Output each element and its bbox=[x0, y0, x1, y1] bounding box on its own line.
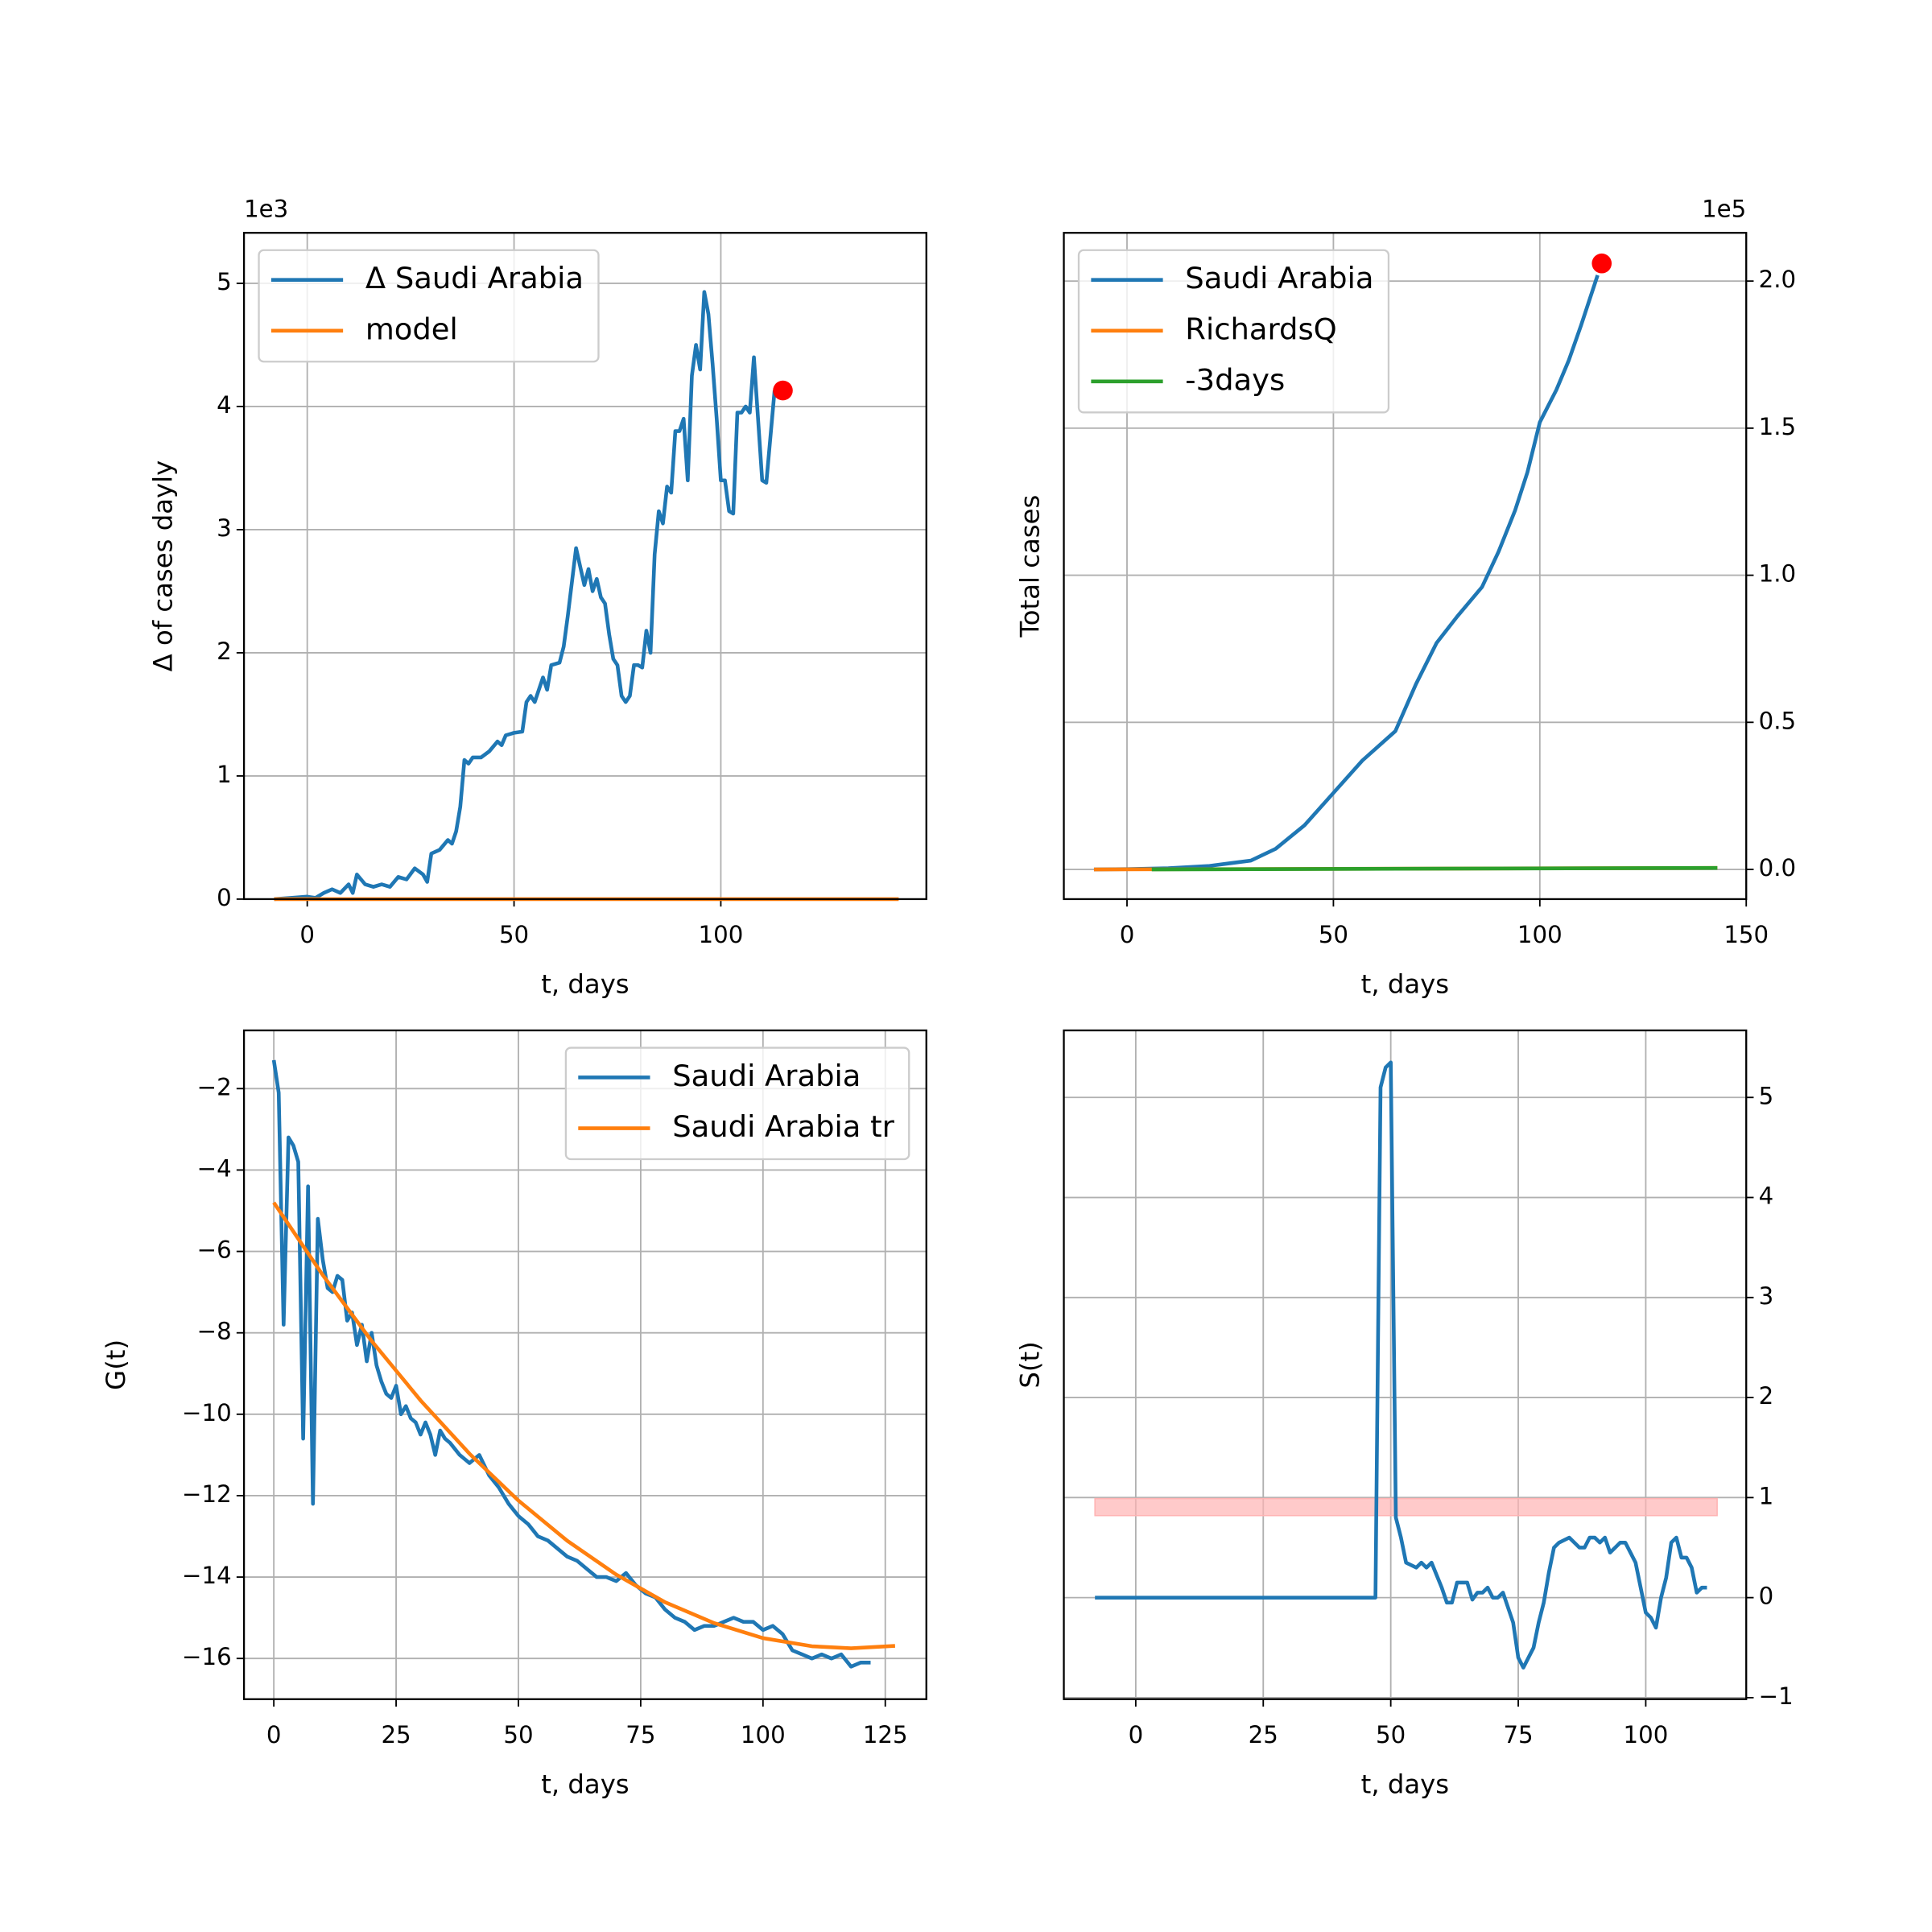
legend-label: model bbox=[365, 312, 458, 346]
marker bbox=[1591, 253, 1612, 274]
data-line bbox=[1095, 1060, 1707, 1670]
x-tick-label: 50 bbox=[1376, 1721, 1406, 1748]
y-tick-label: 4 bbox=[1759, 1183, 1774, 1210]
y-tick-label: −12 bbox=[182, 1480, 232, 1508]
x-tick-label: 75 bbox=[1503, 1721, 1533, 1748]
y-tick-label: −14 bbox=[182, 1562, 232, 1589]
y-tick-label: 2 bbox=[1759, 1382, 1774, 1410]
y-tick-label: 0.0 bbox=[1759, 854, 1796, 881]
y-tick-label: −8 bbox=[197, 1318, 232, 1345]
panel: 0 50 100 0 1 2 3 4 5 t, days Δ of cases dayly 1e3 Δ … bbox=[148, 196, 927, 1000]
panel: 0 50 100 150 0.0 0.5 1.0 1.5 2.0 t, days Total cas… bbox=[1015, 196, 1797, 1000]
x-axis-label: t, days bbox=[1361, 1769, 1449, 1799]
y-axis-label: Δ of cases dayly bbox=[148, 460, 179, 672]
y-tick-label: 0.5 bbox=[1759, 707, 1796, 734]
legend-box bbox=[258, 249, 600, 363]
x-tick-label: 100 bbox=[1624, 1721, 1669, 1748]
x-tick-label: 125 bbox=[863, 1721, 908, 1748]
offset-text: 1e3 bbox=[244, 196, 288, 223]
axes-frame bbox=[1063, 232, 1748, 901]
y-tick-label: −6 bbox=[197, 1236, 232, 1264]
x-tick-label: 100 bbox=[741, 1721, 786, 1748]
legend-label: -3days bbox=[1185, 362, 1285, 397]
legend: Saudi Arabia Saudi Arabia tr bbox=[564, 1046, 910, 1161]
legend-box bbox=[1077, 249, 1390, 414]
legend-label: Saudi Arabia bbox=[672, 1059, 861, 1093]
legend-label: Saudi Arabia bbox=[1185, 261, 1373, 295]
offset-text: 1e5 bbox=[1702, 196, 1746, 223]
y-tick-label: 5 bbox=[217, 268, 232, 295]
y-tick-label: 1 bbox=[217, 761, 232, 788]
data-line bbox=[272, 1201, 896, 1650]
axes-frame bbox=[242, 232, 927, 901]
x-tick-label: 25 bbox=[381, 1721, 411, 1748]
y-tick-label: 4 bbox=[217, 391, 232, 419]
data-line bbox=[271, 1059, 871, 1669]
panel: 0 25 50 75 100 125 −2 −4 −6 −8 −10 −12 −14 −16 t, days… bbox=[101, 1029, 927, 1799]
x-tick-label: 0 bbox=[266, 1721, 282, 1748]
data-line bbox=[1151, 865, 1718, 872]
x-tick-label: 75 bbox=[625, 1721, 655, 1748]
legend-label: Δ Saudi Arabia bbox=[365, 261, 584, 295]
y-tick-label: 5 bbox=[1759, 1082, 1774, 1109]
x-tick-label: 100 bbox=[699, 921, 744, 948]
y-tick-label: 1.0 bbox=[1759, 560, 1796, 588]
legend: Δ Saudi Arabia model bbox=[258, 249, 600, 363]
data-line bbox=[1093, 275, 1600, 872]
axes-frame bbox=[1063, 1029, 1748, 1700]
x-tick-label: 50 bbox=[499, 921, 529, 948]
x-tick-label: 0 bbox=[1129, 1721, 1144, 1748]
y-tick-label: 1.5 bbox=[1759, 413, 1796, 440]
x-axis-label: t, days bbox=[541, 1769, 629, 1799]
y-tick-label: −4 bbox=[197, 1154, 232, 1182]
x-tick-label: 0 bbox=[1120, 921, 1135, 948]
y-axis-label: G(t) bbox=[101, 1340, 131, 1390]
y-tick-label: −10 bbox=[182, 1399, 232, 1426]
x-tick-label: 50 bbox=[503, 1721, 533, 1748]
y-axis-label: S(t) bbox=[1015, 1341, 1046, 1388]
x-tick-label: 25 bbox=[1249, 1721, 1278, 1748]
y-tick-label: −2 bbox=[197, 1073, 232, 1100]
y-tick-label: 1 bbox=[1759, 1482, 1774, 1509]
y-tick-label: 0 bbox=[217, 884, 232, 911]
y-tick-label: 2 bbox=[217, 638, 232, 665]
panel: 0 25 50 75 100 −1 0 1 2 3 4 5 t, days S(t) bbox=[1015, 1029, 1794, 1799]
marker bbox=[773, 380, 793, 401]
legend: Saudi Arabia RichardsQ -3days bbox=[1077, 249, 1390, 414]
y-tick-label: 2.0 bbox=[1759, 266, 1796, 293]
legend-box bbox=[564, 1046, 910, 1161]
y-tick-label: 3 bbox=[217, 514, 232, 542]
y-tick-label: 3 bbox=[1759, 1282, 1774, 1310]
band bbox=[1094, 1497, 1718, 1517]
x-tick-label: 150 bbox=[1724, 921, 1769, 948]
x-tick-label: 0 bbox=[299, 921, 315, 948]
x-tick-label: 50 bbox=[1319, 921, 1348, 948]
x-axis-label: t, days bbox=[1361, 969, 1449, 1000]
legend-label: Saudi Arabia tr bbox=[672, 1109, 894, 1144]
x-axis-label: t, days bbox=[541, 969, 629, 1000]
y-axis-label: Total cases bbox=[1015, 495, 1046, 638]
axes-frame bbox=[242, 1029, 927, 1700]
legend-label: RichardsQ bbox=[1185, 312, 1336, 346]
y-tick-label: 0 bbox=[1759, 1583, 1774, 1610]
x-tick-label: 100 bbox=[1517, 921, 1563, 948]
data-line bbox=[274, 290, 777, 902]
y-tick-label: −16 bbox=[182, 1643, 232, 1670]
y-tick-label: −1 bbox=[1759, 1682, 1794, 1710]
